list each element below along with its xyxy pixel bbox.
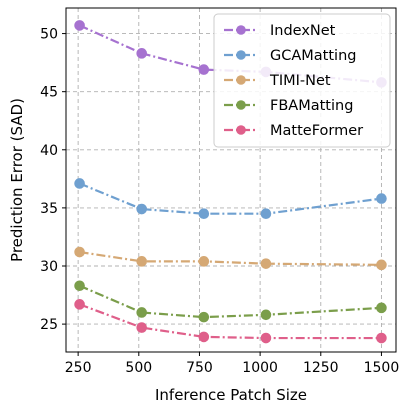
data-point <box>74 20 85 31</box>
x-tick-label: 1500 <box>364 360 400 376</box>
data-point <box>260 309 272 321</box>
data-point <box>376 193 387 204</box>
x-axis: 250 500 750 1000 1250 1500 <box>65 352 399 376</box>
data-point <box>376 332 387 344</box>
series-line <box>79 303 382 340</box>
series-line <box>79 250 382 266</box>
series-timi-net <box>74 246 387 271</box>
legend-label: IndexNet <box>270 23 336 39</box>
plot-frame <box>65 7 397 353</box>
series-layer <box>74 20 387 344</box>
data-point <box>136 307 148 318</box>
data-point <box>198 256 210 267</box>
legend-item: MatteFormer <box>224 123 363 139</box>
x-tick-label: 500 <box>125 360 152 376</box>
data-point <box>136 256 148 267</box>
legend-item: TIMI-Net <box>224 73 331 89</box>
y-tick-label: 25 <box>40 317 58 333</box>
x-axis-label: Inference Patch Size <box>155 386 307 404</box>
legend-marker <box>236 125 246 135</box>
data-point <box>376 259 387 271</box>
legend-label: MatteFormer <box>270 123 363 139</box>
x-tick-label: 1250 <box>303 360 339 376</box>
data-point <box>198 331 210 343</box>
y-axis: 25 30 35 40 45 50 <box>40 27 66 333</box>
series-line <box>79 182 382 215</box>
series-gcamatting <box>74 178 387 220</box>
y-tick-label: 35 <box>40 201 58 217</box>
y-tick-label: 30 <box>40 259 58 275</box>
x-tick-label: 1000 <box>242 360 278 376</box>
legend-marker <box>236 50 246 60</box>
data-point <box>136 203 148 215</box>
legend-box <box>213 13 391 148</box>
series-matteformer <box>74 299 387 344</box>
data-point <box>74 246 85 258</box>
legend-label: TIMI-Net <box>269 73 331 89</box>
data-point <box>198 64 210 75</box>
data-point <box>74 280 85 292</box>
data-point <box>260 208 272 220</box>
legend-item: IndexNet <box>224 23 336 39</box>
series-line <box>79 284 382 319</box>
data-point <box>74 299 85 310</box>
legend-marker <box>236 75 246 85</box>
y-tick-label: 50 <box>40 27 58 43</box>
series-fbamatting <box>74 280 387 323</box>
legend-item: GCAMatting <box>224 48 356 64</box>
legend-label: FBAMatting <box>270 98 353 114</box>
y-tick-label: 40 <box>40 143 58 159</box>
legend-marker <box>236 100 246 110</box>
data-point <box>136 322 148 333</box>
data-point <box>74 178 85 189</box>
legend-label: GCAMatting <box>270 48 356 64</box>
legend-marker <box>236 25 246 35</box>
data-point <box>198 208 210 220</box>
x-tick-label: 250 <box>65 360 92 376</box>
data-point <box>260 258 272 269</box>
legend: IndexNet GCAMatting TIMI-Net FBAMatting Matt… <box>213 13 391 148</box>
x-tick-label: 750 <box>186 360 213 376</box>
y-axis-label: Prediction Error (SAD) <box>8 98 26 262</box>
legend-item: FBAMatting <box>224 98 353 114</box>
data-point <box>376 302 387 314</box>
y-tick-label: 45 <box>40 85 58 101</box>
data-point <box>198 311 210 323</box>
data-point <box>136 48 148 59</box>
data-point <box>260 332 272 344</box>
